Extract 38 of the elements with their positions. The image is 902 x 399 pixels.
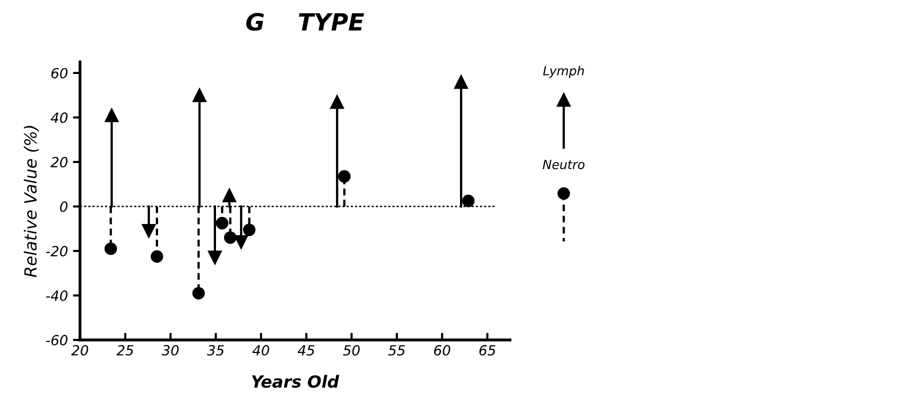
y-axis-title: Relative Value (%) xyxy=(24,126,39,278)
y-tick-label: 0 xyxy=(60,201,68,212)
y-tick-label: 40 xyxy=(50,112,68,123)
x-tick-label: 30 xyxy=(162,345,179,356)
x-tick-label: 55 xyxy=(388,345,405,356)
y-tick-label: 20 xyxy=(50,156,68,168)
point xyxy=(222,188,236,202)
text: Neutro xyxy=(542,160,584,170)
point xyxy=(462,194,475,208)
point xyxy=(104,242,118,255)
x-tick-label: 45 xyxy=(298,345,314,356)
point xyxy=(243,224,256,236)
x-tick-label: 20 xyxy=(71,345,88,356)
y-tick-label: -40 xyxy=(46,290,68,301)
point xyxy=(224,231,237,244)
x-tick-label: 60 xyxy=(434,345,450,356)
y-tick-label: -60 xyxy=(46,334,68,346)
x-tick-label: 40 xyxy=(252,345,270,356)
x-tick-label: 65 xyxy=(479,345,496,356)
x-tick-label: 25 xyxy=(116,345,134,356)
x-tick-label: 50 xyxy=(343,345,360,356)
point xyxy=(142,224,156,238)
y-tick-label: 60 xyxy=(51,68,68,78)
y-tick-label: -20 xyxy=(46,246,68,256)
point xyxy=(234,235,248,249)
point xyxy=(104,108,119,122)
point xyxy=(192,286,205,300)
x-tick-label: 35 xyxy=(206,345,224,356)
chart-title: G TYPE xyxy=(246,12,364,31)
text: Lymph xyxy=(543,66,584,78)
x-axis-title: Years Old xyxy=(252,374,340,388)
point xyxy=(338,170,351,183)
point xyxy=(454,74,468,89)
point xyxy=(216,216,228,230)
point xyxy=(192,88,206,102)
point xyxy=(208,250,222,265)
point xyxy=(330,94,344,109)
point xyxy=(150,250,164,263)
